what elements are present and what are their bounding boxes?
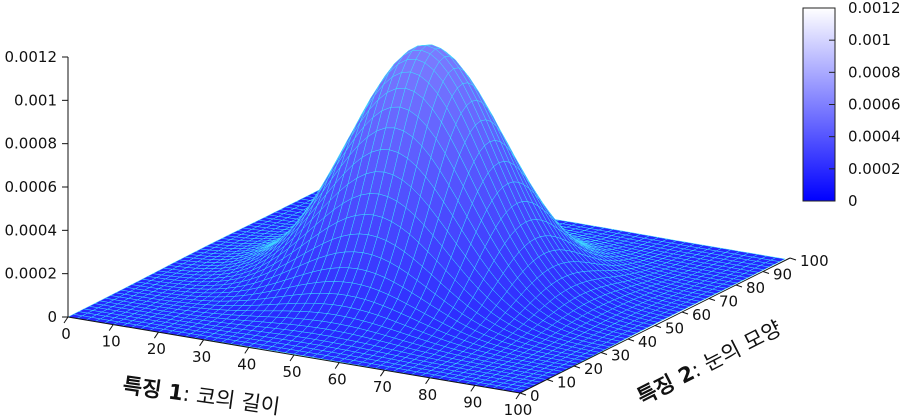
x-tick-label: 100 bbox=[504, 401, 533, 418]
z-tick-label: 0.0004 bbox=[5, 221, 58, 239]
x-tick-mark bbox=[108, 324, 114, 331]
y-tick-mark bbox=[762, 271, 770, 274]
y-tick-mark bbox=[708, 298, 716, 301]
z-tick-label: 0.0008 bbox=[5, 135, 58, 153]
y-tick-label: 10 bbox=[557, 374, 576, 392]
colorbar-tick-label: 0.0004 bbox=[848, 128, 901, 146]
x-tick-label: 50 bbox=[282, 363, 301, 381]
x-tick-mark bbox=[199, 339, 205, 347]
z-tick-label: 0.0002 bbox=[5, 265, 58, 283]
x-tick-mark bbox=[289, 354, 295, 362]
y-tick-mark bbox=[573, 365, 581, 369]
y-axis: 0 10 20 30 40 50 60 70 80 90 100 bbox=[519, 252, 829, 405]
y-tick-label: 60 bbox=[692, 306, 711, 324]
y-tick-label: 30 bbox=[611, 347, 630, 365]
y-tick-label: 80 bbox=[746, 279, 765, 297]
colorbar-tick-label: 0.0002 bbox=[848, 160, 901, 178]
x-tick-label: 40 bbox=[237, 355, 256, 373]
x-tick-label: 90 bbox=[463, 393, 482, 411]
y-tick-mark bbox=[654, 325, 662, 328]
colorbar-tick-label: 0.0012 bbox=[848, 0, 901, 17]
x-tick-label: 60 bbox=[328, 371, 347, 389]
y-tick-mark bbox=[627, 338, 635, 342]
z-tick-label: 0.0012 bbox=[5, 48, 58, 66]
x-tick-mark bbox=[244, 347, 250, 354]
colorbar-tick-label: 0.0008 bbox=[848, 63, 901, 81]
x-tick-label: 0 bbox=[61, 325, 71, 343]
x-tick-label: 10 bbox=[102, 333, 121, 351]
y-axis-label: 특징 2: 눈의 모양 bbox=[633, 316, 785, 409]
x-tick-mark bbox=[63, 316, 69, 324]
x-tick-mark bbox=[379, 369, 385, 377]
y-tick-mark bbox=[546, 379, 554, 382]
x-tick-label: 70 bbox=[373, 378, 392, 396]
colorbar: 0 0.0002 0.0004 0.0006 0.0008 0.001 0.0012 bbox=[802, 0, 901, 210]
x-tick-mark bbox=[334, 362, 340, 369]
x-tick-mark bbox=[425, 377, 431, 385]
colorbar-tick-label: 0.0006 bbox=[848, 96, 901, 114]
x-tick-label: 80 bbox=[418, 386, 437, 404]
surface-mesh bbox=[67, 44, 786, 394]
y-tick-label: 70 bbox=[719, 293, 738, 311]
x-axis-label: 특징 1: 코의 길이 bbox=[121, 373, 281, 418]
y-tick-mark bbox=[519, 392, 527, 396]
y-tick-label: 0 bbox=[530, 387, 540, 405]
y-tick-label: 40 bbox=[638, 333, 657, 351]
y-tick-label: 20 bbox=[584, 360, 603, 378]
colorbar-tick-label: 0.001 bbox=[848, 31, 891, 49]
z-tick-label: 0.001 bbox=[14, 91, 57, 109]
x-axis: 0 10 20 30 40 50 60 70 80 90 100 bbox=[61, 316, 533, 418]
z-tick-label: 0.0006 bbox=[5, 178, 58, 196]
y-tick-label: 50 bbox=[665, 320, 684, 338]
y-tick-mark bbox=[600, 352, 608, 355]
x-tick-label: 30 bbox=[192, 348, 211, 366]
y-tick-label: 100 bbox=[800, 252, 829, 270]
x-tick-mark bbox=[153, 331, 159, 339]
z-axis: 0 0.0002 0.0004 0.0006 0.0008 0.001 0.0012 bbox=[5, 48, 69, 326]
x-tick-label: 20 bbox=[147, 340, 166, 358]
colorbar-tick-label: 0 bbox=[848, 192, 858, 210]
y-tick-mark bbox=[681, 311, 689, 315]
y-tick-mark bbox=[789, 257, 797, 261]
y-tick-label: 90 bbox=[773, 266, 792, 284]
x-tick-mark bbox=[515, 392, 521, 400]
y-tick-mark bbox=[735, 284, 743, 288]
x-tick-mark bbox=[470, 385, 476, 392]
z-tick-label: 0 bbox=[47, 308, 57, 326]
